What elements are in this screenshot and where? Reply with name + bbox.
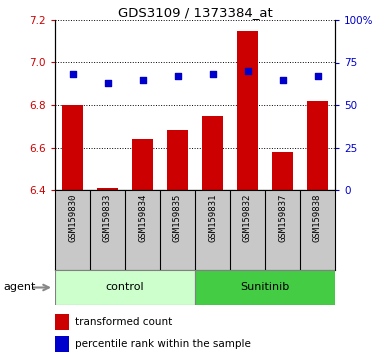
Text: GSM159831: GSM159831: [208, 194, 217, 242]
Bar: [132, 139, 153, 190]
Bar: [55, 314, 69, 330]
Text: GSM159835: GSM159835: [173, 194, 182, 242]
Bar: [195, 270, 335, 305]
Bar: [55, 336, 69, 352]
Text: percentile rank within the sample: percentile rank within the sample: [75, 339, 251, 349]
Bar: [55, 270, 195, 305]
Point: [280, 77, 286, 82]
Text: GSM159834: GSM159834: [138, 194, 147, 242]
Text: GSM159833: GSM159833: [103, 194, 112, 242]
Point: [139, 77, 146, 82]
Text: GSM159830: GSM159830: [68, 194, 77, 242]
Bar: [202, 116, 223, 190]
Text: control: control: [106, 282, 144, 292]
Text: GSM159837: GSM159837: [278, 194, 287, 242]
Text: GSM159832: GSM159832: [243, 194, 252, 242]
Point: [104, 80, 110, 86]
Bar: [97, 188, 118, 190]
Point: [174, 73, 181, 79]
Text: transformed count: transformed count: [75, 317, 172, 327]
Point: [315, 73, 321, 79]
Bar: [167, 131, 188, 190]
Point: [69, 72, 75, 77]
Title: GDS3109 / 1373384_at: GDS3109 / 1373384_at: [118, 6, 272, 19]
Bar: [237, 31, 258, 190]
Bar: [307, 101, 328, 190]
Point: [244, 68, 251, 74]
Text: agent: agent: [4, 282, 36, 292]
Text: Sunitinib: Sunitinib: [240, 282, 290, 292]
Bar: [62, 105, 83, 190]
Point: [209, 72, 216, 77]
Text: GSM159838: GSM159838: [313, 194, 322, 242]
Bar: [272, 152, 293, 190]
